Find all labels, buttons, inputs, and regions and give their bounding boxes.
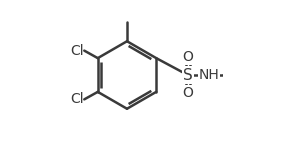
Text: S: S	[183, 68, 193, 82]
Text: NH: NH	[198, 68, 219, 82]
Text: Cl: Cl	[70, 92, 83, 106]
Text: O: O	[182, 50, 193, 64]
Text: O: O	[182, 86, 193, 100]
Text: Cl: Cl	[70, 44, 83, 58]
